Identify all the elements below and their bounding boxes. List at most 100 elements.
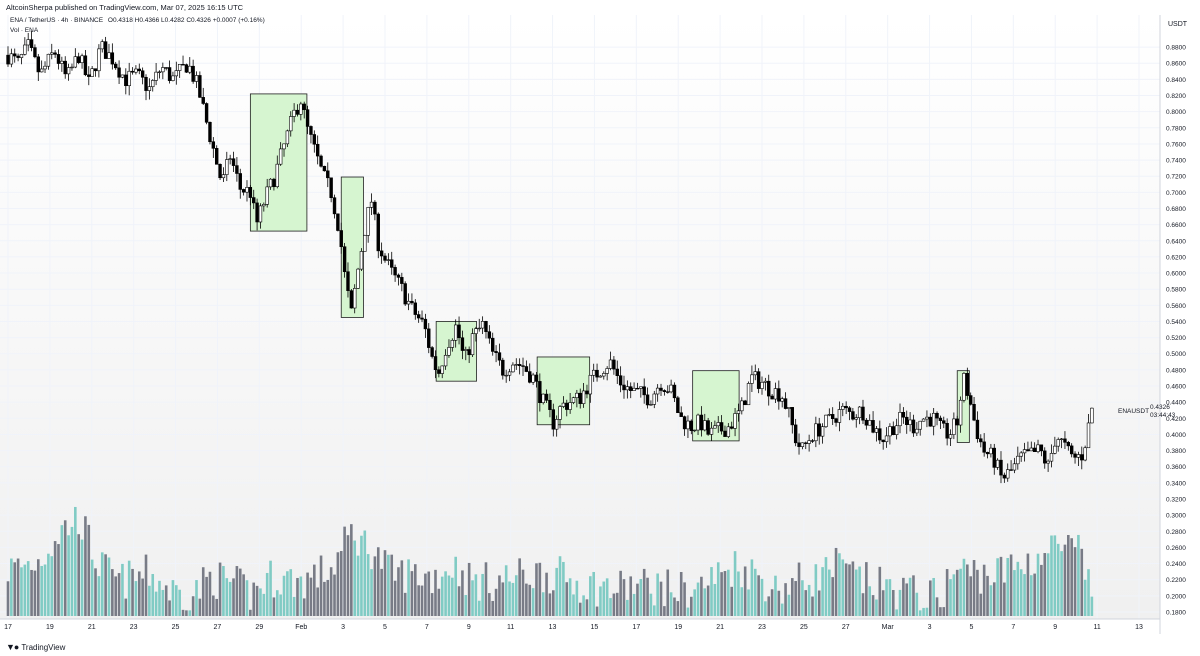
volume-bar-down [767, 596, 771, 616]
volume-bar-down [252, 582, 256, 616]
volume-bar-down [323, 581, 326, 616]
volume-bar-down [881, 590, 885, 616]
volume-bar-up [1016, 561, 1020, 616]
tradingview-brand[interactable]: ▼● TradingView [6, 642, 65, 652]
candle-down [29, 39, 34, 48]
candle-down [810, 440, 815, 442]
volume-bar-up [885, 579, 888, 616]
candle-down [672, 384, 677, 399]
volume-bar-down [94, 568, 97, 616]
volume-bar-down [629, 576, 633, 616]
candle-up [824, 414, 828, 428]
price-tick-label: 0.7400 [1166, 158, 1186, 165]
volume-label[interactable]: Vol · ENA [10, 27, 39, 34]
volume-bar-up [780, 603, 784, 616]
candle-down [790, 407, 794, 426]
volume-bar-down [548, 593, 552, 616]
candlestick-chart[interactable]: USDT 0.8800 0.8600 0.8400 0.8200 0.8000 0.780… [0, 15, 1200, 634]
candle-up [854, 417, 858, 420]
volume-bar-up [828, 569, 831, 616]
volume-bar-down [999, 556, 1003, 616]
candle-down [635, 387, 640, 390]
candle-down [1032, 447, 1037, 453]
price-tick-label: 0.5000 [1166, 351, 1186, 358]
volume-bar-up [925, 607, 929, 616]
candle-down [302, 103, 306, 110]
volume-bar-down [912, 575, 915, 616]
currency-label[interactable]: USDT [1168, 21, 1188, 28]
volume-bar-up [279, 594, 282, 616]
candle-up [763, 380, 768, 383]
volume-bar-up [161, 589, 165, 616]
volume-bar-down [1067, 535, 1070, 616]
candle-up [80, 55, 84, 63]
candle-up [1076, 454, 1081, 458]
candle-up [1012, 463, 1017, 471]
candle-up [1056, 439, 1060, 447]
volume-bar-up [592, 571, 595, 616]
volume-bar-up [764, 601, 767, 616]
candle-down [130, 70, 135, 73]
time-tick-label: 15 [591, 624, 599, 631]
volume-bar-down [205, 576, 208, 616]
volume-bar-down [585, 599, 589, 616]
volume-bar-up [1053, 535, 1057, 616]
candle-down [945, 423, 949, 439]
volume-bar-up [481, 573, 484, 616]
candle-down [36, 56, 40, 73]
candle-up [60, 60, 64, 64]
time-axis[interactable]: 17 19 21 23 25 27 29 Feb 3 5 7 9 11 13 15 17 19 21 23 25 27 M… [4, 624, 1143, 631]
volume-bar-up [188, 610, 192, 616]
volume-bar-down [36, 559, 40, 616]
candle-down [339, 230, 343, 248]
volume-bar-up [175, 585, 178, 616]
volume-bar-down [397, 567, 400, 616]
candle-down [834, 418, 838, 423]
time-tick-label: 29 [255, 624, 263, 631]
volume-bar-down [700, 576, 703, 616]
price-tick-label: 0.2400 [1166, 561, 1186, 568]
volume-bar-up [686, 607, 690, 616]
volume-bar-up [1013, 570, 1016, 616]
time-tick-label: 25 [800, 624, 808, 631]
candle-down [730, 426, 734, 429]
candle-up [292, 109, 296, 117]
volume-bar-up [710, 567, 713, 616]
candle-down [851, 411, 855, 420]
volume-bar-down [306, 572, 309, 616]
price-axis[interactable]: 0.8800 0.8600 0.8400 0.8200 0.8000 0.7800 0.76… [1166, 45, 1186, 617]
price-tick-label: 0.3800 [1166, 448, 1186, 455]
volume-bar-down [393, 580, 397, 616]
volume-bar-down [929, 580, 932, 616]
volume-bar-up [50, 556, 54, 616]
volume-bar-down [424, 573, 427, 616]
candle-down [390, 259, 394, 268]
volume-bar-up [74, 506, 77, 616]
volume-bar-down [168, 600, 171, 616]
volume-bar-up [407, 559, 410, 616]
volume-bar-down [131, 568, 134, 616]
candle-up [147, 86, 152, 91]
volume-bar-up [1083, 579, 1087, 616]
candle-up [480, 321, 485, 329]
candle-down [770, 395, 774, 400]
candle-down [618, 375, 623, 386]
volume-bar-up [801, 580, 804, 616]
plot-background [0, 15, 1160, 619]
candle-down [844, 405, 848, 409]
volume-bar-up [753, 568, 757, 616]
candle-up [568, 402, 572, 410]
candle-up [591, 369, 596, 376]
volume-bar-down [87, 524, 91, 616]
volume-bar-down [1040, 564, 1043, 616]
volume-bar-up [286, 571, 289, 616]
candle-up [1006, 469, 1010, 479]
symbol-label[interactable]: ENA / TetherUS · 4h · BINANCE [10, 17, 104, 24]
volume-bar-down [417, 585, 420, 616]
volume-bar-down [939, 607, 942, 616]
candle-up [265, 186, 269, 205]
volume-bar-up [262, 593, 266, 616]
volume-bar-up [996, 558, 999, 616]
volume-bar-down [743, 566, 747, 616]
volume-bar-down [525, 583, 528, 616]
